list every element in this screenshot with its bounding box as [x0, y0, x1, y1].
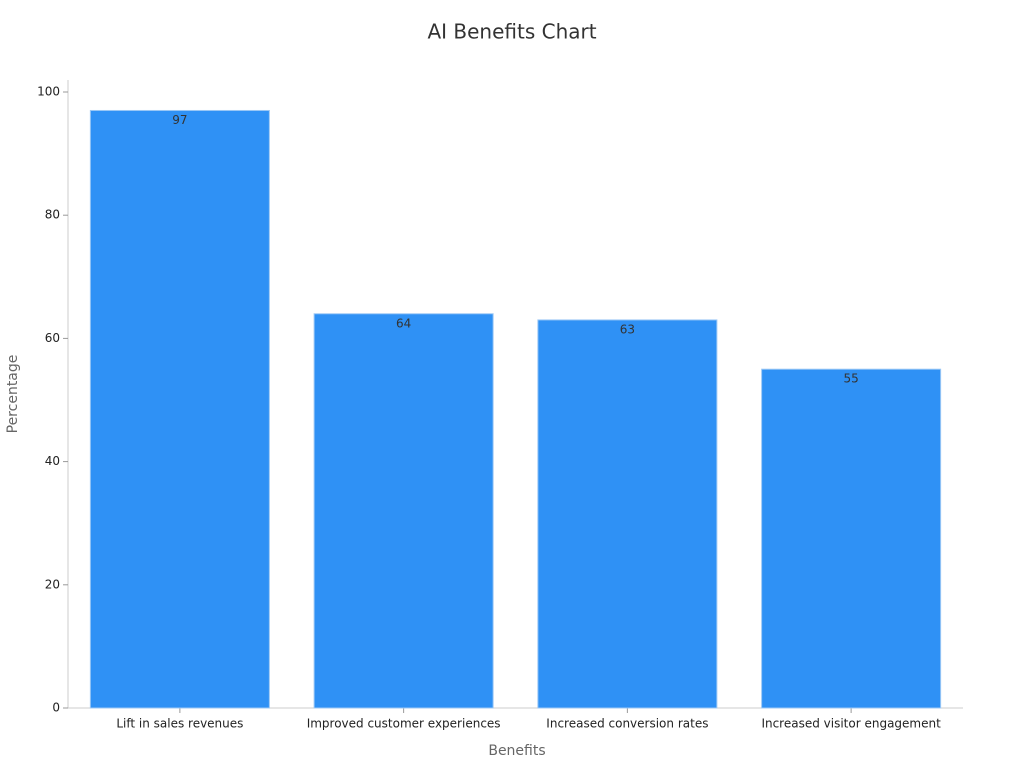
bar	[313, 313, 494, 709]
x-tick-label: Increased conversion rates	[546, 717, 708, 731]
x-tick-label: Increased visitor engagement	[761, 717, 941, 731]
x-tick-label: Lift in sales revenues	[116, 717, 243, 731]
x-tick-label: Improved customer experiences	[307, 717, 501, 731]
y-tick-label: 80	[45, 208, 60, 222]
y-tick-label: 40	[45, 454, 60, 468]
bar	[537, 319, 718, 709]
y-tick-label: 0	[52, 701, 60, 715]
bar	[89, 109, 270, 709]
value-label: 55	[843, 372, 858, 386]
chart-title: AI Benefits Chart	[427, 20, 596, 44]
y-tick-label: 100	[37, 85, 60, 99]
value-label: 97	[172, 113, 187, 127]
bar	[761, 368, 942, 709]
value-label: 63	[620, 322, 635, 336]
value-label: 64	[396, 316, 411, 330]
y-tick-label: 20	[45, 577, 60, 591]
y-axis-label: Percentage	[5, 355, 21, 434]
y-tick-label: 60	[45, 331, 60, 345]
x-axis-label: Benefits	[488, 743, 545, 759]
